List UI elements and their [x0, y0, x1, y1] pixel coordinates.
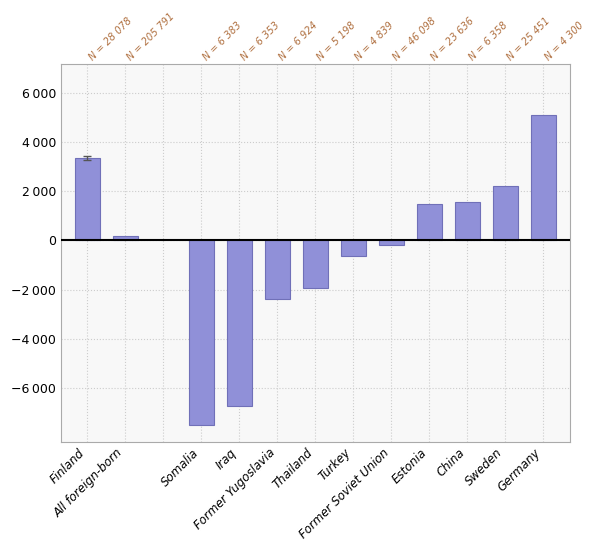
- Bar: [531, 115, 556, 241]
- Bar: [265, 241, 290, 300]
- Bar: [75, 158, 100, 241]
- Bar: [227, 241, 252, 406]
- Bar: [341, 241, 366, 257]
- Bar: [113, 236, 138, 241]
- Bar: [417, 204, 441, 241]
- Bar: [455, 203, 480, 241]
- Bar: [493, 187, 518, 241]
- Bar: [379, 241, 404, 246]
- Bar: [303, 241, 328, 288]
- Bar: [189, 241, 214, 425]
